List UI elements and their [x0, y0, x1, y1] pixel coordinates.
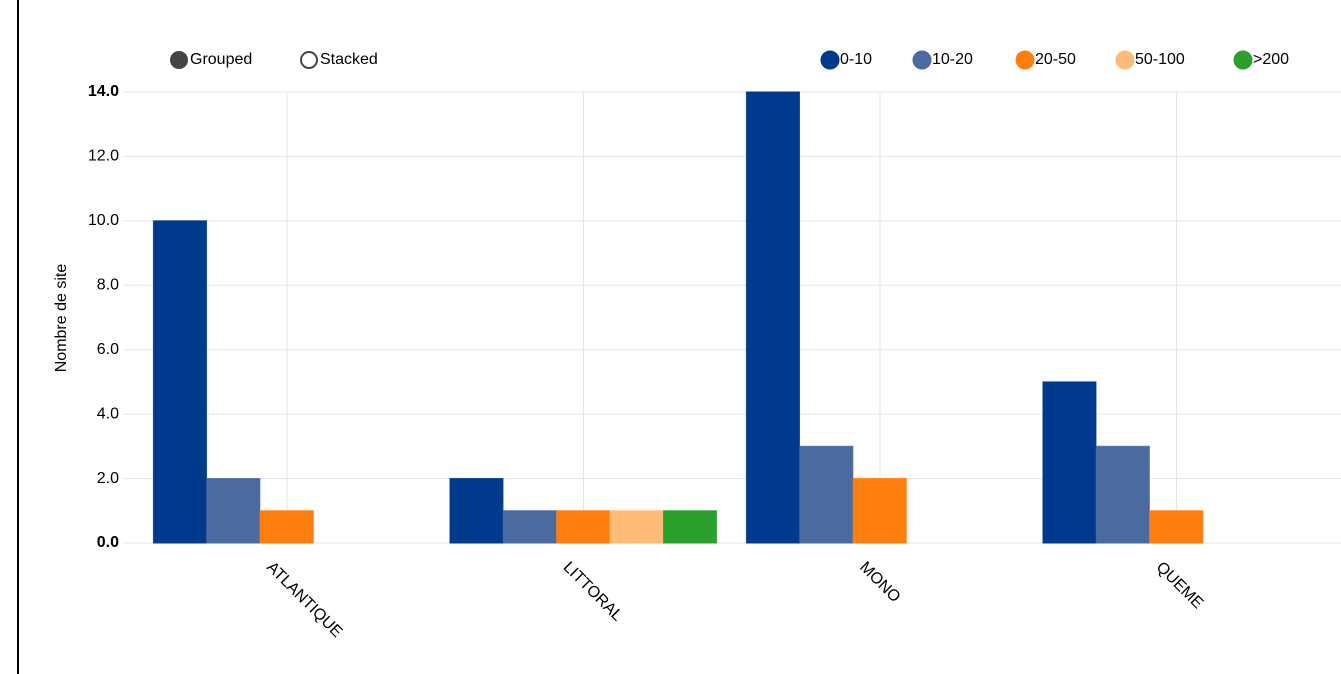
- legend-swatch[interactable]: [1115, 50, 1135, 70]
- legend-label[interactable]: 0-10: [840, 51, 872, 68]
- legend-label[interactable]: 10-20: [932, 51, 973, 68]
- bar: [1042, 381, 1097, 544]
- bar: [609, 510, 664, 544]
- bar: [1095, 445, 1150, 544]
- legend-label[interactable]: >200: [1253, 51, 1289, 68]
- x-tick-label: LITTORAL: [560, 559, 626, 625]
- y-tick-label: 4.0: [97, 405, 119, 422]
- bar: [449, 477, 504, 544]
- bar: [206, 477, 261, 544]
- bar: [745, 91, 801, 544]
- bar: [662, 510, 718, 544]
- y-axis-label: Nombre de site: [53, 264, 70, 373]
- control-radio[interactable]: [170, 51, 188, 69]
- x-tick-label: MONO: [856, 559, 903, 606]
- bar: [556, 510, 611, 544]
- legend-swatch[interactable]: [1233, 50, 1253, 70]
- bar: [152, 220, 208, 544]
- legend-label[interactable]: 20-50: [1035, 51, 1076, 68]
- bar: [502, 510, 557, 544]
- y-tick-label: 8.0: [97, 277, 119, 294]
- legend-swatch[interactable]: [912, 50, 932, 70]
- control-label[interactable]: Grouped: [190, 51, 252, 68]
- control-radio[interactable]: [300, 51, 318, 69]
- y-tick-label: 0.0: [97, 534, 119, 551]
- bar: [1149, 510, 1204, 544]
- y-tick-label: 10.0: [88, 212, 119, 229]
- bar: [259, 510, 314, 544]
- legend-swatch[interactable]: [1015, 50, 1035, 70]
- x-tick-label: ATLANTIQUE: [263, 559, 345, 641]
- legend-label[interactable]: 50-100: [1135, 51, 1185, 68]
- y-tick-label: 2.0: [97, 470, 119, 487]
- bar: [852, 477, 907, 544]
- y-tick-label: 6.0: [97, 341, 119, 358]
- x-tick-label: QUEME: [1153, 559, 1207, 613]
- y-tick-label: 14.0: [88, 83, 119, 100]
- y-tick-label: 12.0: [88, 148, 119, 165]
- bar: [799, 445, 854, 544]
- legend-swatch[interactable]: [820, 50, 840, 70]
- control-label[interactable]: Stacked: [320, 51, 378, 68]
